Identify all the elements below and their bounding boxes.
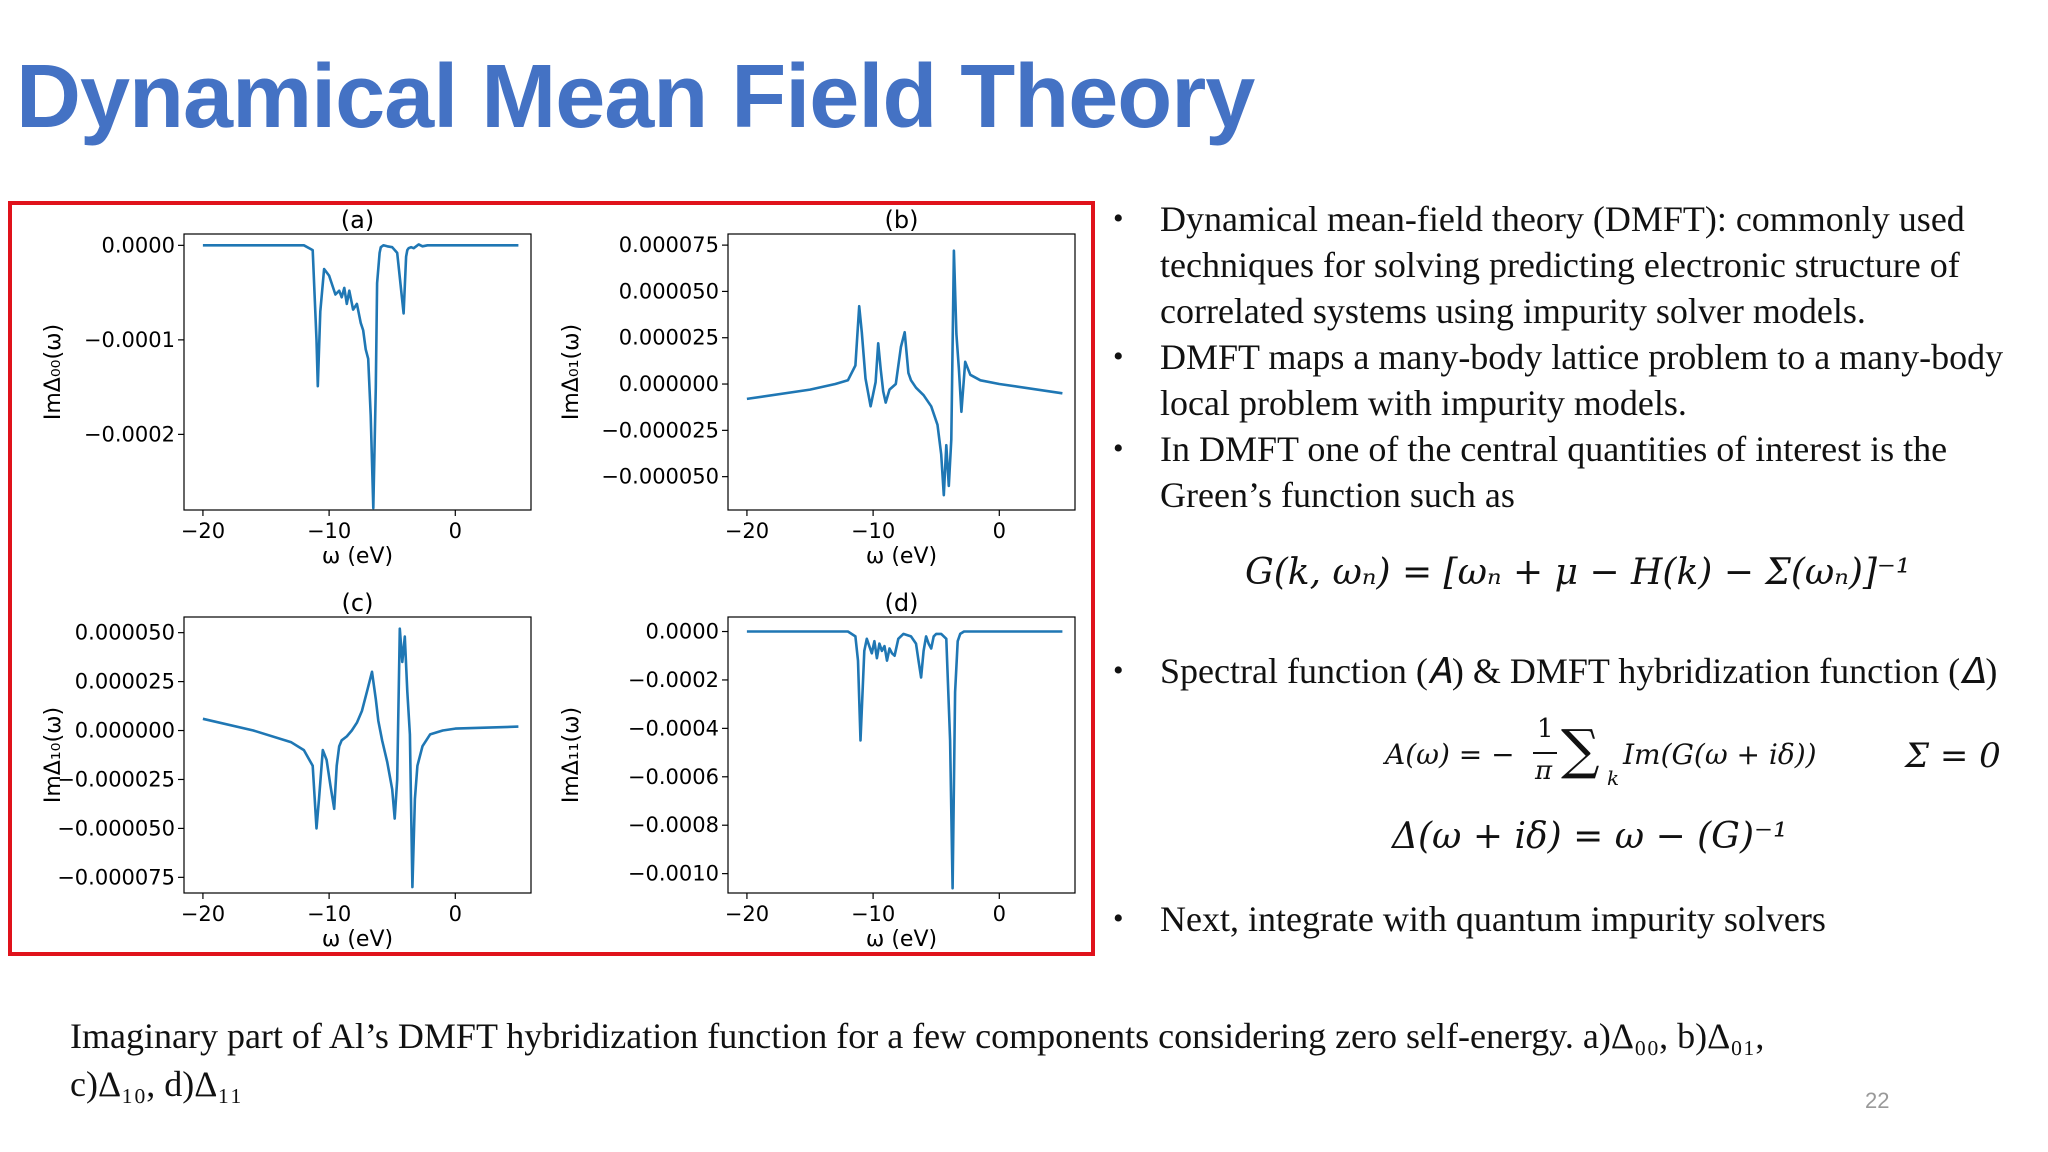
y-axis-label: ImΔ₀₁(ω) — [559, 324, 584, 420]
x-tick-label: −20 — [725, 519, 769, 543]
bullet-item: • DMFT maps a many-body lattice problem t… — [1108, 334, 2038, 426]
data-line — [202, 243, 519, 510]
bullet-dot: • — [1113, 340, 1124, 373]
bullet-dot: • — [1113, 902, 1124, 935]
y-tick-label: 0.0000 — [646, 620, 719, 644]
bullet-list-3: • Next, integrate with quantum impurity s… — [1108, 896, 2038, 942]
bullet-text: Dynamical mean-field theory (DMFT): comm… — [1160, 199, 1965, 331]
chart-panel-2: −20 −10 0 0.000050 0.000025 0.000000 −0.000025… — [41, 589, 532, 952]
data-line — [202, 627, 519, 889]
x-axis-label: ω (eV) — [322, 927, 393, 952]
y-axis-label: ImΔ₀₀(ω) — [41, 324, 66, 420]
plot-frame — [183, 233, 532, 511]
figure-frame — [8, 201, 1095, 956]
panel-label: (a) — [341, 206, 374, 234]
green-function-equation: G(k, ωₙ) = [ωₙ + μ − H(k) − Σ(ωₙ)]⁻¹ — [1245, 552, 1911, 593]
figure-caption: Imaginary part of Al’s DMFT hybridizatio… — [70, 1012, 1970, 1108]
x-axis-label: ω (eV) — [866, 927, 937, 952]
slide-title: Dynamical Mean Field Theory — [16, 47, 1255, 147]
y-tick-label: −0.000050 — [601, 465, 719, 489]
x-tick-label: −20 — [725, 902, 769, 926]
x-tick-label: −10 — [851, 519, 895, 543]
bullet-text: In DMFT one of the central quantities of… — [1160, 429, 1948, 515]
x-tick-label: −10 — [851, 902, 895, 926]
y-tick-label: −0.000025 — [57, 767, 175, 791]
fraction-bar — [1533, 752, 1557, 754]
y-tick-label: 0.000025 — [75, 670, 175, 694]
y-tick-label: 0.000000 — [619, 372, 719, 396]
spectral-rhs: Im(G(ω + iδ)) — [1623, 738, 1817, 771]
y-tick-label: −0.0002 — [84, 422, 175, 446]
x-tick-label: 0 — [993, 902, 1006, 926]
fraction-numerator: 1 — [1537, 714, 1554, 744]
y-tick-label: −0.0006 — [628, 765, 719, 789]
spectral-function-equation: A(ω) = − 1 π ∑ k Im(G(ω + iδ)) — [1385, 712, 1865, 796]
x-axis-label: ω (eV) — [866, 544, 937, 569]
chart-panel-1: −20 −10 0 0.000075 0.000050 0.000025 0.000000 −… — [559, 206, 1076, 569]
panel-label: (d) — [885, 589, 919, 617]
plot-frame — [727, 616, 1076, 894]
y-tick-label: 0.000025 — [619, 326, 719, 350]
caption-line-1: Imaginary part of Al’s DMFT hybridizatio… — [70, 1016, 1765, 1056]
bullet-item: • Spectral function (𝐴) & DMFT hybridizat… — [1108, 648, 2038, 694]
fraction-denominator: π — [1535, 756, 1553, 786]
bullet-dot: • — [1113, 432, 1124, 465]
bullet-text: DMFT maps a many-body lattice problem to… — [1160, 337, 2004, 423]
plot-frame — [183, 616, 532, 894]
chart-panel-0: −20 −10 0 0.0000 −0.0001 −0.0002 (a) ω (eV) ImΔ₀… — [41, 206, 532, 569]
bullet-item: • Next, integrate with quantum impurity s… — [1108, 896, 2038, 942]
summation-subscript: k — [1607, 766, 1620, 790]
hybridization-equation: Δ(ω + iδ) = ω − (G)⁻¹ — [1392, 816, 1788, 857]
y-tick-label: −0.000075 — [57, 865, 175, 889]
x-tick-label: −20 — [181, 519, 225, 543]
page-number: 22 — [1865, 1088, 1890, 1113]
chart-panel-3: −20 −10 0 0.0000 −0.0002 −0.0004 −0.0006 −0.000… — [559, 589, 1076, 952]
y-tick-label: −0.000025 — [601, 418, 719, 442]
bullet-dot: • — [1113, 202, 1124, 235]
x-tick-label: 0 — [449, 519, 462, 543]
bullet-dot: • — [1113, 654, 1124, 687]
y-tick-label: 0.0000 — [102, 233, 175, 257]
caption-line-2: c)Δ₁₀, d)Δ₁₁ — [70, 1064, 243, 1104]
x-tick-label: 0 — [449, 902, 462, 926]
y-tick-label: 0.000000 — [75, 719, 175, 743]
y-tick-label: −0.000050 — [57, 816, 175, 840]
y-tick-label: −0.0010 — [628, 862, 719, 886]
summation-sign: ∑ — [1561, 718, 1600, 781]
x-tick-label: 0 — [993, 519, 1006, 543]
plot-frame — [727, 233, 1076, 511]
panel-label: (b) — [885, 206, 919, 234]
x-axis-label: ω (eV) — [322, 544, 393, 569]
bullet-list: • Dynamical mean-field theory (DMFT): com… — [1108, 196, 2038, 518]
bullet-item: • Dynamical mean-field theory (DMFT): com… — [1108, 196, 2038, 334]
data-line — [746, 630, 1063, 890]
spectral-lhs: A(ω) = − — [1385, 738, 1515, 771]
y-tick-label: 0.000075 — [619, 233, 719, 257]
x-tick-label: −10 — [307, 519, 351, 543]
y-tick-label: −0.0004 — [628, 716, 719, 740]
sigma-zero-equation: Σ = 0 — [1905, 736, 2001, 776]
x-tick-label: −20 — [181, 902, 225, 926]
y-tick-label: 0.000050 — [75, 621, 175, 645]
bullet-list-2: • Spectral function (𝐴) & DMFT hybridizat… — [1108, 648, 2038, 694]
bullet-text: Next, integrate with quantum impurity so… — [1160, 899, 1826, 939]
y-tick-label: 0.000050 — [619, 279, 719, 303]
bullet-item: • In DMFT one of the central quantities o… — [1108, 426, 2038, 518]
data-line — [746, 249, 1063, 497]
y-tick-label: −0.0001 — [84, 328, 175, 352]
bullet-text: Spectral function (𝐴) & DMFT hybridizati… — [1160, 651, 1998, 691]
panel-label: (c) — [342, 589, 374, 617]
y-axis-label: ImΔ₁₀(ω) — [41, 707, 66, 803]
y-tick-label: −0.0008 — [628, 813, 719, 837]
x-tick-label: −10 — [307, 902, 351, 926]
y-tick-label: −0.0002 — [628, 668, 719, 692]
y-axis-label: ImΔ₁₁(ω) — [559, 707, 584, 803]
